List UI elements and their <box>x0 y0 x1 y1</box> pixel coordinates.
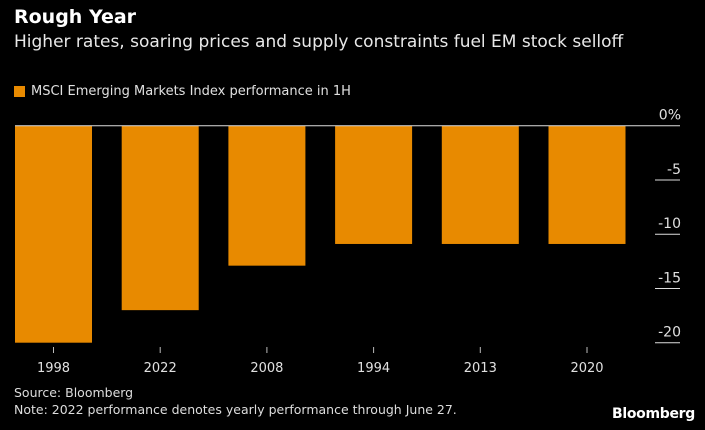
y-tick-label-0: 0% <box>659 108 681 124</box>
legend-swatch <box>14 86 25 97</box>
x-tick-label-2020: 2020 <box>570 361 603 376</box>
x-tick-label-2013: 2013 <box>464 361 497 376</box>
chart-subtitle: Higher rates, soaring prices and supply … <box>14 32 624 52</box>
bar-1998 <box>15 125 92 343</box>
y-tick-label--15: -15 <box>658 270 681 286</box>
bloomberg-logo: Bloomberg <box>611 406 695 422</box>
bar-2020 <box>548 125 626 244</box>
chart-title: Rough Year <box>14 6 137 28</box>
legend-label: MSCI Emerging Markets Index performance … <box>31 84 351 99</box>
bar-1994 <box>335 125 413 244</box>
legend: MSCI Emerging Markets Index performance … <box>14 84 351 99</box>
bar-2013 <box>441 125 519 244</box>
y-tick-label--20: -20 <box>658 325 681 341</box>
bar-2022 <box>121 125 199 311</box>
y-tick-label--5: -5 <box>667 162 681 178</box>
x-tick-label-1994: 1994 <box>357 361 390 376</box>
x-tick-label-1998: 1998 <box>37 361 70 376</box>
source-note: Source: Bloomberg <box>14 385 134 400</box>
footnote: Note: 2022 performance denotes yearly pe… <box>14 402 457 417</box>
bar-2008 <box>228 125 306 266</box>
x-tick-label-2022: 2022 <box>144 361 177 376</box>
y-tick-label--10: -10 <box>658 216 681 232</box>
x-tick-label-2008: 2008 <box>250 361 283 376</box>
